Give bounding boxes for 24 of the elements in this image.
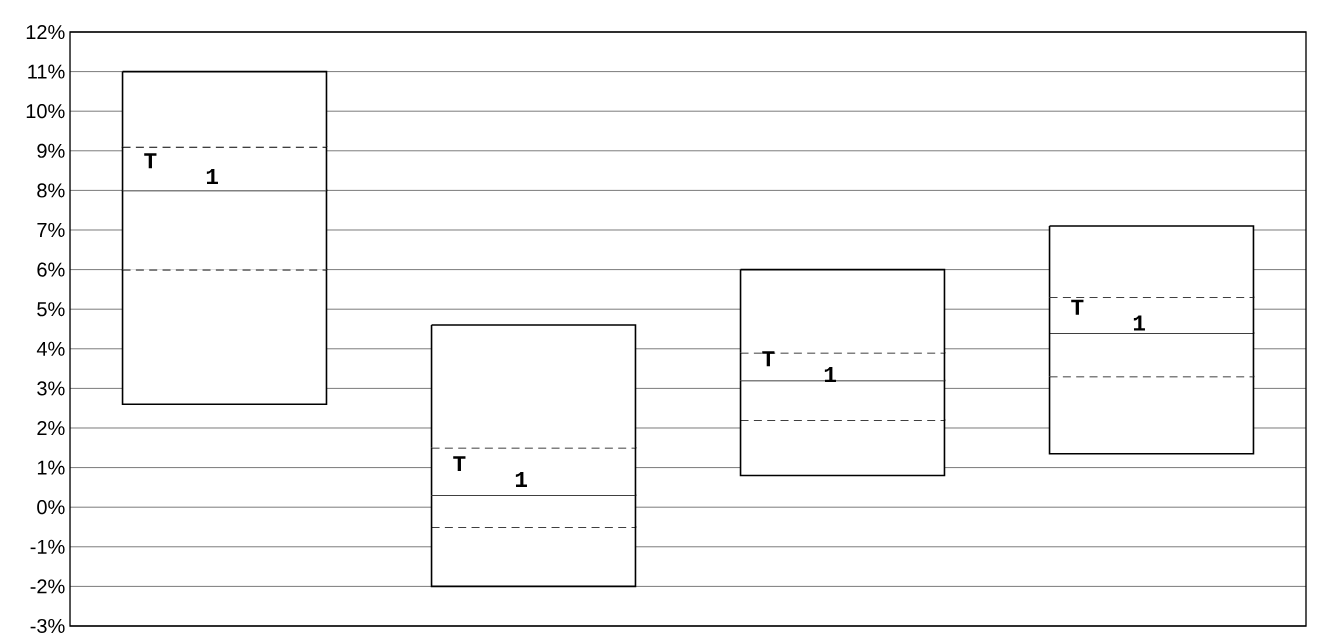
annotation: T [762, 351, 775, 367]
y-tick-label: 6% [37, 262, 65, 277]
y-tick-label: 4% [36, 342, 65, 357]
y-tick-label: 3% [37, 381, 65, 396]
annotation: 1 [824, 367, 836, 383]
y-tick-label: 10% [26, 104, 65, 119]
y-tick-label: 8% [37, 183, 65, 198]
y-tick-label: 5% [37, 302, 65, 317]
annotation: T [453, 456, 466, 472]
y-tick-label: 12% [26, 25, 65, 40]
y-tick-label: 7% [37, 223, 65, 238]
y-tick-label: 2% [37, 421, 65, 436]
y-tick-label: -1% [30, 540, 65, 555]
annotation: T [1071, 299, 1084, 315]
y-tick-label: 1% [37, 460, 65, 475]
annotation: 1 [515, 472, 527, 488]
y-tick-label: 0% [37, 500, 65, 515]
y-tick-label: -3% [30, 619, 65, 634]
y-tick-label: -2% [30, 579, 65, 594]
y-tick-label: 11% [28, 64, 65, 79]
annotation: T [144, 153, 157, 169]
annotation: 1 [206, 169, 218, 185]
y-tick-label: 9% [37, 143, 65, 159]
annotation: 1 [1133, 315, 1145, 331]
